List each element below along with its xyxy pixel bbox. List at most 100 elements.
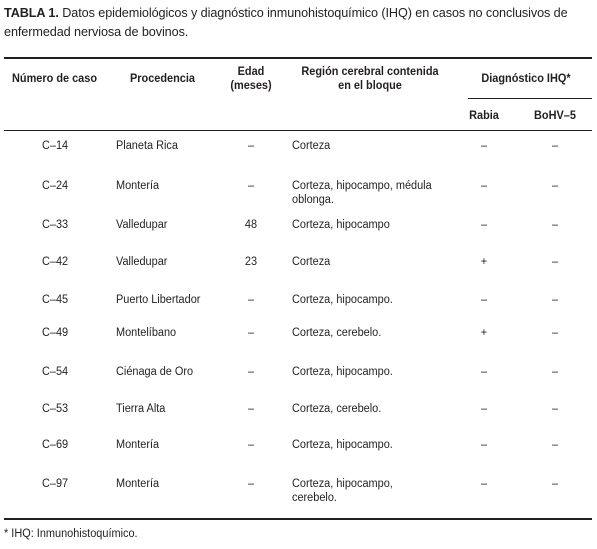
cell-case-text: C–69	[42, 439, 69, 451]
cell-origin-text: Montería	[116, 180, 160, 192]
cell-region-text: Corteza, hipocampo.	[292, 366, 393, 378]
footnote: * IHQ: Inmunohistoquímico.	[4, 528, 138, 540]
cell-region: Corteza	[292, 139, 330, 153]
cell-rabia-text: –	[480, 180, 488, 192]
header-age: Edad (meses)	[222, 65, 281, 93]
cell-case: C–42	[42, 255, 68, 269]
cell-origin: Tierra Alta	[116, 402, 165, 416]
cell-bohv-text: –	[551, 294, 559, 306]
cell-rabia-text: –	[480, 403, 488, 415]
cell-origin-text: Tierra Alta	[116, 403, 166, 415]
cell-rabia: –	[459, 438, 508, 452]
cell-rabia: –	[459, 365, 508, 379]
cell-region: Corteza, hipocampo.	[292, 365, 393, 379]
cell-origin-text: Planeta Rica	[116, 140, 178, 152]
cell-bohv: –	[528, 438, 581, 452]
cell-region: Corteza	[292, 255, 330, 269]
cell-age: –	[231, 365, 271, 379]
header-age-line2: (meses)	[230, 80, 272, 92]
cell-age-text: 23	[244, 256, 258, 268]
cell-bohv: –	[528, 139, 581, 153]
cell-origin-text: Ciénaga de Oro	[116, 366, 194, 378]
bottom-rule	[4, 518, 592, 520]
cell-origin: Planeta Rica	[116, 139, 178, 153]
cell-origin: Montería	[116, 438, 159, 452]
cell-age: –	[231, 477, 271, 491]
cell-case-text: C–14	[42, 140, 69, 152]
cell-case: C–54	[42, 365, 68, 379]
header-region: Región cerebral contenida en el bloque	[289, 65, 451, 93]
cell-case-text: C–24	[42, 180, 69, 192]
cell-bohv: –	[528, 365, 581, 379]
cell-age-text: –	[247, 366, 255, 378]
cell-bohv-text: –	[551, 403, 559, 415]
header-region-line2: en el bloque	[338, 80, 402, 92]
cell-origin: Valledupar	[116, 255, 167, 269]
cell-rabia: +	[459, 326, 508, 340]
cell-bohv: –	[528, 218, 581, 232]
cell-origin-text: Montelíbano	[116, 327, 177, 339]
header-age-line1: Edad	[237, 66, 265, 78]
caption-label: TABLA 1.	[4, 5, 59, 20]
cell-age: 23	[231, 255, 271, 269]
cell-rabia-text: –	[480, 478, 488, 490]
cell-region: Corteza, cerebelo.	[292, 402, 381, 416]
cell-age-text: –	[247, 478, 255, 490]
cell-rabia-text: –	[480, 366, 488, 378]
cell-rabia: –	[459, 179, 508, 193]
cell-case-text: C–45	[42, 294, 69, 306]
cell-origin: Montería	[116, 179, 159, 193]
cell-origin: Montería	[116, 477, 159, 491]
header-rule	[4, 130, 592, 131]
header-bohv: BoHV–5	[534, 110, 576, 122]
cell-rabia: +	[459, 255, 508, 269]
cell-bohv-text: –	[551, 140, 559, 152]
top-rule	[4, 57, 592, 59]
cell-origin-text: Valledupar	[116, 256, 168, 268]
cell-region-text: Corteza, hipocampo, médula	[292, 180, 432, 192]
cell-region-text: Corteza, hipocampo.	[292, 439, 393, 451]
cell-rabia-text: +	[480, 327, 488, 339]
cell-region-text: Corteza, hipocampo	[292, 219, 390, 231]
cell-region: Corteza, hipocampo, médula oblonga.	[292, 179, 432, 207]
table-caption: TABLA 1. Datos epidemiológicos y diagnós…	[4, 3, 568, 41]
cell-origin-text: Montería	[116, 439, 160, 451]
cell-rabia: –	[459, 218, 508, 232]
cell-case: C–53	[42, 402, 68, 416]
cell-region-text-line2: oblonga.	[292, 194, 334, 206]
cell-region: Corteza, hipocampo.	[292, 293, 393, 307]
cell-region-text-line2: cerebelo.	[292, 492, 337, 504]
cell-region-text: Corteza	[292, 140, 331, 152]
cell-bohv-text: –	[551, 439, 559, 451]
cell-rabia-text: –	[480, 439, 488, 451]
cell-age: –	[231, 293, 271, 307]
cell-region: Corteza, hipocampo	[292, 218, 390, 232]
cell-case: C–33	[42, 218, 68, 232]
cell-case-text: C–33	[42, 219, 69, 231]
cell-age-text: –	[247, 403, 255, 415]
header-case: Número de caso	[12, 73, 98, 85]
caption-text: Datos epidemiológicos y diagnóstico inmu…	[4, 5, 568, 39]
cell-region-text: Corteza	[292, 256, 331, 268]
header-origin: Procedencia	[130, 73, 195, 85]
header-rabia: Rabia	[469, 110, 499, 122]
cell-origin-text: Valledupar	[116, 219, 168, 231]
header-region-line1: Región cerebral contenida	[301, 66, 439, 78]
cell-rabia: –	[459, 477, 508, 491]
cell-age: –	[231, 139, 271, 153]
cell-case: C–45	[42, 293, 68, 307]
cell-region-text: Corteza, hipocampo,	[292, 478, 393, 490]
cell-rabia-text: +	[480, 256, 488, 268]
header-ihq-group: Diagnóstico IHQ*	[481, 73, 571, 85]
cell-case: C–49	[42, 326, 68, 340]
cell-age: –	[231, 438, 271, 452]
cell-case-text: C–42	[42, 256, 69, 268]
cell-bohv: –	[528, 477, 581, 491]
cell-bohv: –	[528, 326, 581, 340]
cell-region-text: Corteza, hipocampo.	[292, 294, 393, 306]
cell-region-text: Corteza, cerebelo.	[292, 403, 382, 415]
cell-case-text: C–53	[42, 403, 69, 415]
cell-age-text: –	[247, 327, 255, 339]
cell-case: C–24	[42, 179, 68, 193]
group-header-rule	[468, 98, 592, 99]
